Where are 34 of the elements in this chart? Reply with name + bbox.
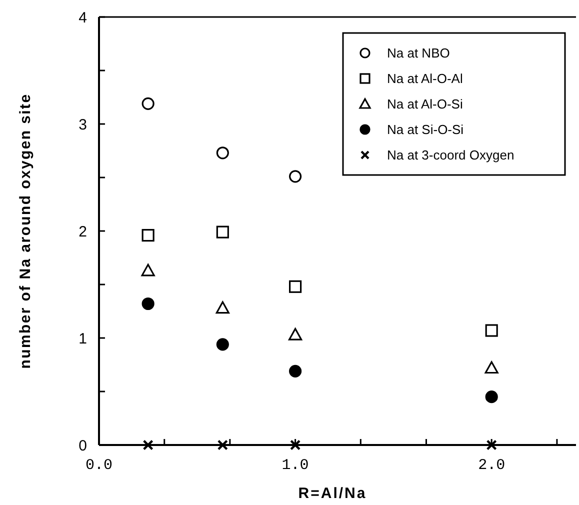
point <box>141 264 155 276</box>
point <box>216 338 229 351</box>
legend-label: Na at Al-O-Si <box>387 96 463 112</box>
point <box>142 228 154 242</box>
point <box>288 170 302 183</box>
point <box>486 440 497 450</box>
y-axis-title: number of Na around oxygen site <box>17 93 34 369</box>
y-tick-label: 0 <box>78 437 87 454</box>
point <box>142 297 154 310</box>
y-tick-label: 3 <box>78 116 87 134</box>
legend-label: Na at Al-O-Al <box>387 71 463 86</box>
point <box>485 324 498 337</box>
point <box>484 361 498 374</box>
y-tick-label: 2 <box>78 223 87 240</box>
point <box>217 440 228 450</box>
legend-label: Na at 3-coord Oxygen <box>387 148 514 163</box>
point <box>216 146 229 160</box>
x-axis-title: R=Al/Na <box>298 485 367 502</box>
y-tick-label: 4 <box>78 9 87 26</box>
point <box>142 97 154 110</box>
point <box>288 328 302 340</box>
x-tick-label: 2.0 <box>478 457 506 474</box>
point <box>485 390 498 404</box>
point <box>216 226 229 238</box>
point <box>142 440 154 450</box>
legend-label: Na at NBO <box>387 46 450 61</box>
point <box>216 301 230 314</box>
y-tick-label: 1 <box>78 330 87 348</box>
legend-label: Na at Si-O-Si <box>387 122 464 138</box>
point <box>288 280 302 293</box>
point <box>288 364 302 378</box>
x-tick-label: 1.0 <box>282 457 309 474</box>
x-tick-label: 0.0 <box>85 457 113 474</box>
point <box>290 440 301 450</box>
